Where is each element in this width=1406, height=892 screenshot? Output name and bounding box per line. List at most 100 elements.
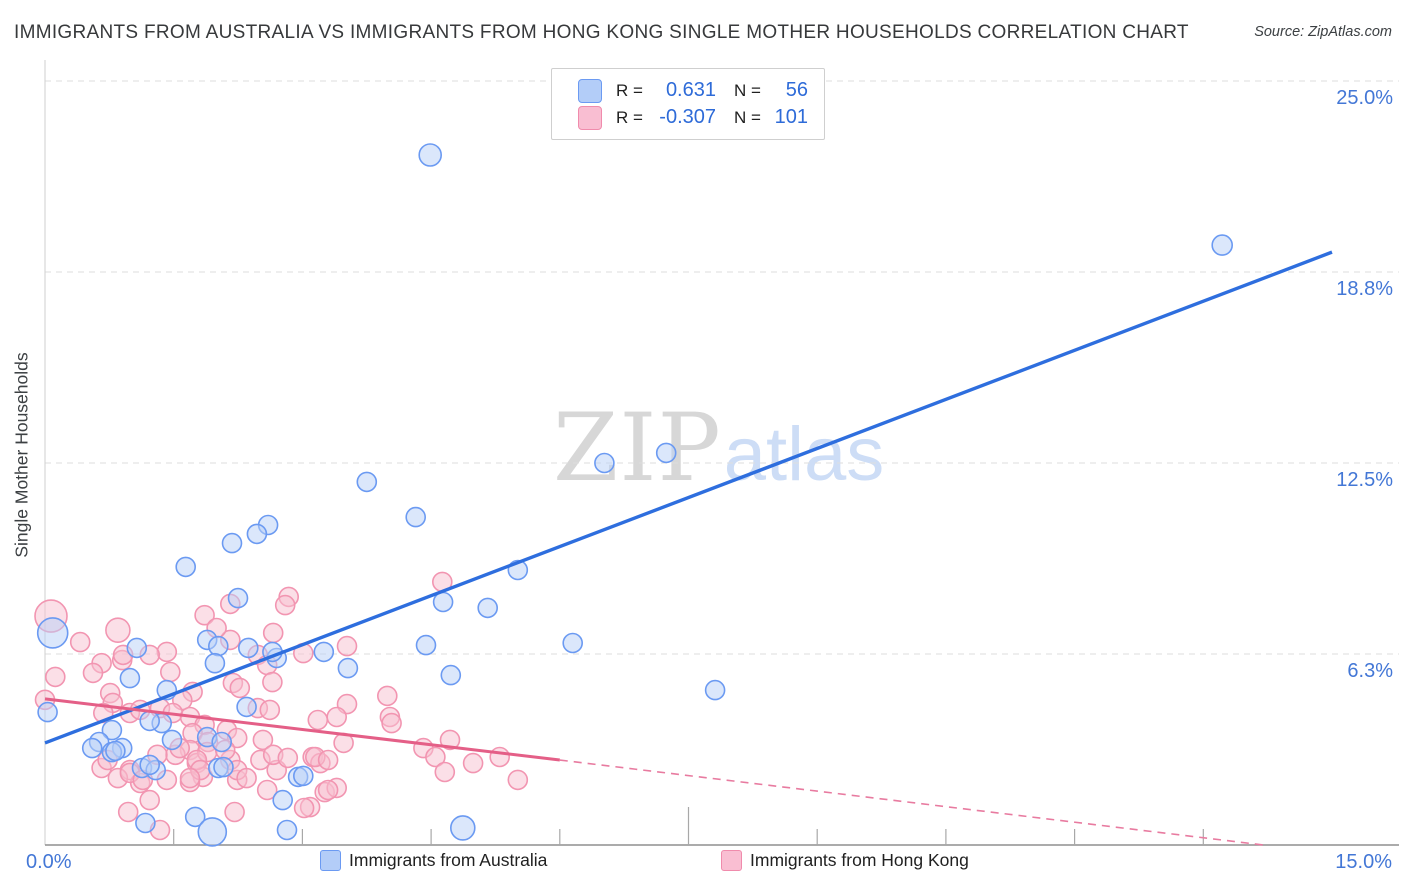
data-point-australia[interactable] [139, 710, 160, 732]
data-point-australia[interactable] [276, 819, 298, 841]
data-point-hongkong[interactable] [507, 769, 529, 791]
data-point-australia[interactable] [562, 632, 584, 654]
data-point-hongkong[interactable] [293, 797, 315, 819]
data-point-hongkong[interactable] [105, 617, 131, 644]
trend-lines [44, 250, 1333, 846]
r-label: R = [616, 107, 643, 127]
bottom-legend-hongkong: Immigrants from Hong Kong [721, 850, 969, 871]
data-point-australia[interactable] [418, 143, 443, 167]
data-point-hongkong[interactable] [262, 671, 283, 693]
data-point-hongkong[interactable] [82, 662, 104, 684]
data-point-australia[interactable] [204, 652, 226, 674]
x-axis-min-label: 0.0% [26, 851, 72, 873]
data-point-hongkong[interactable] [434, 761, 456, 783]
data-point-hongkong[interactable] [326, 706, 348, 728]
data-point-hongkong[interactable] [317, 779, 339, 801]
data-point-hongkong[interactable] [462, 752, 484, 774]
data-point-hongkong[interactable] [317, 749, 339, 771]
page-title: IMMIGRANTS FROM AUSTRALIA VS IMMIGRANTS … [14, 22, 1189, 43]
data-point-australia[interactable] [292, 765, 314, 787]
y-axis-tick-label: 25.0% [1336, 87, 1393, 109]
data-point-australia[interactable] [405, 506, 427, 528]
zipatlas-watermark: ZIPatlas [553, 402, 884, 496]
data-point-australia[interactable] [211, 731, 232, 753]
data-point-australia[interactable] [313, 641, 335, 663]
data-point-australia[interactable] [161, 729, 183, 751]
data-point-hongkong[interactable] [139, 789, 160, 811]
australia-swatch [578, 78, 602, 103]
data-point-australia[interactable] [272, 789, 294, 811]
data-point-australia[interactable] [337, 657, 359, 679]
data-point-australia[interactable] [440, 664, 462, 686]
data-point-australia[interactable] [227, 587, 249, 609]
data-point-australia[interactable] [238, 637, 259, 659]
data-point-hongkong[interactable] [376, 685, 398, 707]
data-point-australia[interactable] [101, 719, 123, 741]
data-point-hongkong[interactable] [336, 635, 358, 657]
data-point-australia[interactable] [36, 617, 69, 649]
hongkong-legend-swatch [721, 850, 742, 871]
data-point-hongkong[interactable] [224, 801, 245, 823]
data-point-australia[interactable] [213, 756, 234, 778]
data-point-hongkong[interactable] [194, 604, 215, 626]
data-point-australia[interactable] [184, 806, 206, 828]
data-point-australia[interactable] [208, 635, 229, 657]
data-point-australia[interactable] [139, 754, 160, 776]
hongkong-trend-line [559, 759, 1264, 846]
data-point-hongkong[interactable] [229, 677, 251, 699]
data-point-hongkong[interactable] [156, 641, 178, 663]
data-point-hongkong[interactable] [69, 631, 91, 653]
australia-legend-label: Immigrants from Australia [349, 850, 548, 870]
data-point-australia[interactable] [477, 597, 499, 619]
data-point-australia[interactable] [594, 452, 615, 474]
australia-legend-swatch [320, 850, 341, 871]
bottom-legend-australia: Immigrants from Australia [320, 850, 547, 871]
data-point-australia[interactable] [1211, 234, 1233, 256]
data-point-australia[interactable] [197, 817, 228, 847]
data-point-australia[interactable] [81, 737, 103, 759]
data-point-hongkong[interactable] [259, 699, 281, 721]
data-point-hongkong[interactable] [274, 594, 296, 616]
hongkong-swatch [578, 105, 602, 130]
data-point-australia[interactable] [246, 523, 268, 545]
data-point-australia[interactable] [704, 679, 726, 701]
data-point-hongkong[interactable] [179, 767, 201, 789]
data-point-australia[interactable] [126, 637, 148, 659]
data-point-hongkong[interactable] [44, 666, 66, 688]
data-point-australia[interactable] [655, 442, 677, 464]
data-point-australia[interactable] [236, 696, 257, 718]
data-point-hongkong[interactable] [307, 709, 329, 731]
n-label: N = [734, 80, 761, 100]
n-value-hongkong: 101 [774, 106, 808, 128]
data-point-hongkong[interactable] [256, 779, 278, 801]
n-value-australia: 56 [785, 79, 808, 101]
data-point-hongkong[interactable] [489, 746, 511, 768]
data-point-australia[interactable] [175, 556, 196, 578]
data-point-hongkong[interactable] [160, 661, 181, 683]
data-point-australia[interactable] [449, 815, 476, 841]
legend-row-hongkong: R = -0.307 N = 101 [578, 105, 812, 130]
data-point-hongkong[interactable] [425, 746, 446, 768]
correlation-legend: R = 0.631 N = 56 R = -0.307 N = 101 [551, 68, 825, 140]
data-point-hongkong[interactable] [262, 622, 284, 644]
data-point-hongkong[interactable] [381, 712, 402, 734]
data-point-australia[interactable] [221, 532, 243, 554]
data-point-australia[interactable] [105, 740, 126, 762]
australia-trend-line [44, 250, 1333, 745]
data-point-australia[interactable] [356, 471, 378, 493]
data-point-hongkong[interactable] [252, 729, 274, 751]
data-point-hongkong[interactable] [439, 729, 461, 751]
data-point-australia[interactable] [415, 634, 437, 656]
data-point-australia[interactable] [37, 701, 58, 723]
data-point-australia[interactable] [135, 812, 156, 834]
data-point-hongkong[interactable] [277, 747, 299, 769]
data-point-hongkong[interactable] [236, 767, 257, 789]
y-axis-tick-label: 18.8% [1336, 278, 1393, 300]
data-point-australia[interactable] [119, 667, 141, 689]
r-value-australia: 0.631 [665, 79, 716, 101]
axes [44, 60, 1399, 846]
data-point-hongkong[interactable] [117, 801, 139, 823]
data-points [34, 143, 1233, 847]
